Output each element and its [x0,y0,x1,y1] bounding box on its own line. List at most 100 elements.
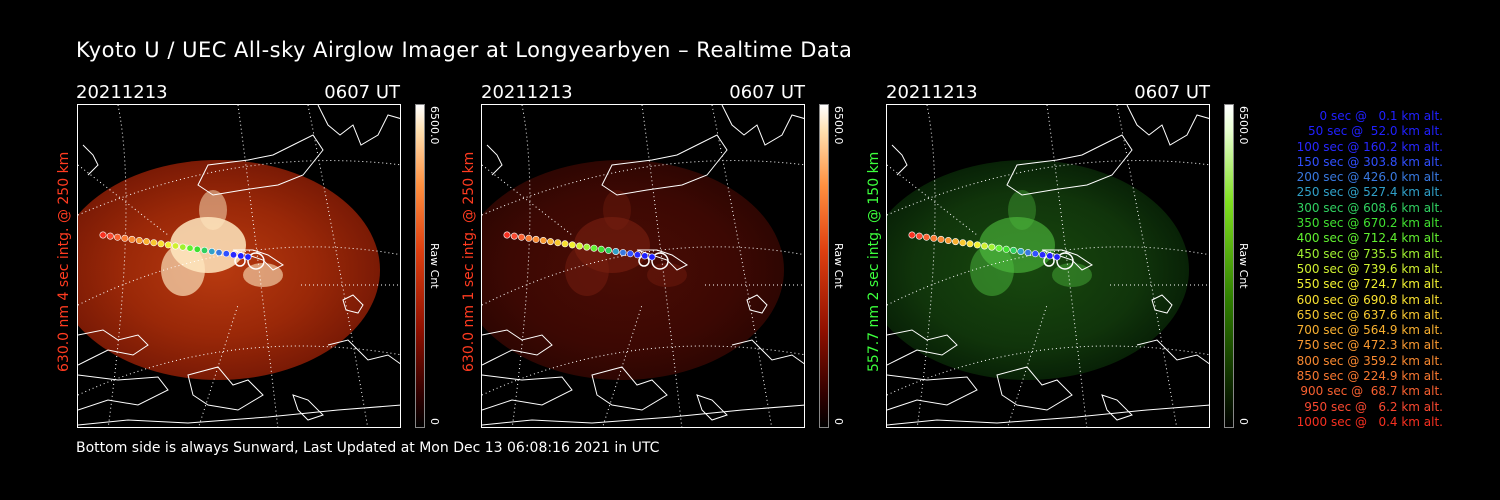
colorbar-max: 6500.0 [428,106,441,145]
panel-date: 20211213 [76,82,168,103]
trajectory-point [532,235,540,243]
trajectory-point [1046,252,1054,260]
legend-entry: 900 sec @ 68.7 km alt. [1300,384,1443,399]
legend-entry: 400 sec @ 712.4 km alt. [1296,231,1443,246]
aurora-patch [1052,263,1092,287]
coastline [187,366,264,411]
legend-entry: 700 sec @ 564.9 km alt. [1296,323,1443,338]
trajectory-point [106,232,114,240]
coastline [197,134,324,196]
trajectory-point [937,235,945,243]
grid-line [602,304,643,427]
grid-line [887,160,1209,216]
aurora-patch [979,217,1055,273]
trajectory-point [143,238,151,246]
grid-line [1046,105,1088,427]
colorbar-min: 0 [832,418,845,425]
coastline [482,329,553,366]
coastline [746,294,768,314]
coastline [887,374,978,411]
sky-image [887,160,1189,380]
trajectory-point [959,239,967,247]
allsky-image-map [481,104,805,428]
trajectory-point [1017,248,1025,256]
allsky-image-map [886,104,1210,428]
trajectory-point [597,245,605,253]
trajectory-point [113,233,121,241]
trajectory-point [503,231,511,239]
coastline [327,339,400,365]
trajectory-point [510,232,518,240]
trajectory-point [237,252,245,260]
coastline [721,105,804,146]
colorbar [819,104,829,428]
coastline [1006,134,1133,196]
grid-line [511,105,531,427]
grid-line [1007,304,1048,427]
colorbar-min: 0 [428,418,441,425]
trajectory-point [626,250,634,258]
trajectory-point [605,246,613,254]
trajectory-point [172,242,180,250]
panel-time: 0607 UT [324,82,400,103]
trajectory-point [568,241,576,249]
panel-time: 0607 UT [1134,82,1210,103]
trajectory-point [648,253,656,261]
colorbar-label: Raw Cnt [428,243,441,289]
legend-entry: 0 sec @ 0.1 km alt. [1319,109,1444,123]
colorbar-label: Raw Cnt [832,243,845,289]
trajectory-legend: 0 sec @ 0.1 km alt. 50 sec @ 52.0 km alt.… [1297,109,1443,430]
coastline [731,339,804,365]
trajectory-point [1024,249,1032,257]
trajectory-point [150,239,158,247]
trajectory-point [590,244,598,252]
coastline [292,394,324,421]
trajectory-point [981,242,989,250]
coastline [78,404,400,426]
trajectory-point [215,249,223,257]
trajectory-point [561,240,569,248]
trajectory-point [179,243,187,251]
trajectory-point [244,253,252,261]
aurora-patch [161,244,205,296]
legend-entry: 250 sec @ 527.4 km alt. [1296,185,1443,200]
trajectory-point [1039,251,1047,259]
page-title: Kyoto U / UEC All-sky Airglow Imager at … [76,38,853,62]
trajectory-point [930,234,938,242]
legend-entry: 850 sec @ 224.9 km alt. [1296,369,1443,384]
legend-entry: 200 sec @ 426.0 km alt. [1296,170,1443,185]
aurora-patch [1008,190,1036,230]
legend-entry: 800 sec @ 359.2 km alt. [1296,353,1443,368]
coastline [482,374,573,411]
trajectory-point [612,248,620,256]
legend-entry: 100 sec @ 160.2 km alt. [1296,139,1443,154]
trajectory-point [583,243,591,251]
trajectory-point [128,235,136,243]
panel-date: 20211213 [481,82,573,103]
station-marker [651,252,669,270]
station-marker [247,252,265,270]
grid-line [78,160,400,216]
coastline [1136,339,1209,365]
coastline [1101,394,1133,421]
trajectory-point [1031,250,1039,258]
grid-line [916,105,936,427]
legend-entry: 50 sec @ 52.0 km alt. [1308,124,1443,139]
coastline [601,134,728,196]
coastline [591,366,668,411]
trajectory-point [641,252,649,260]
coastline [486,144,503,176]
coastline [887,329,958,366]
coastline [78,329,149,366]
trajectory-point [193,245,201,253]
trajectory-point [525,234,533,242]
trajectory-point [547,238,555,246]
coastline [887,404,1209,426]
trajectory-point [634,251,642,259]
legend-entry: 150 sec @ 303.8 km alt. [1296,154,1443,169]
colorbar [415,104,425,428]
trajectory-point [121,234,129,242]
sky-image [482,160,784,380]
coastline [317,105,400,146]
trajectory-point [157,240,165,248]
